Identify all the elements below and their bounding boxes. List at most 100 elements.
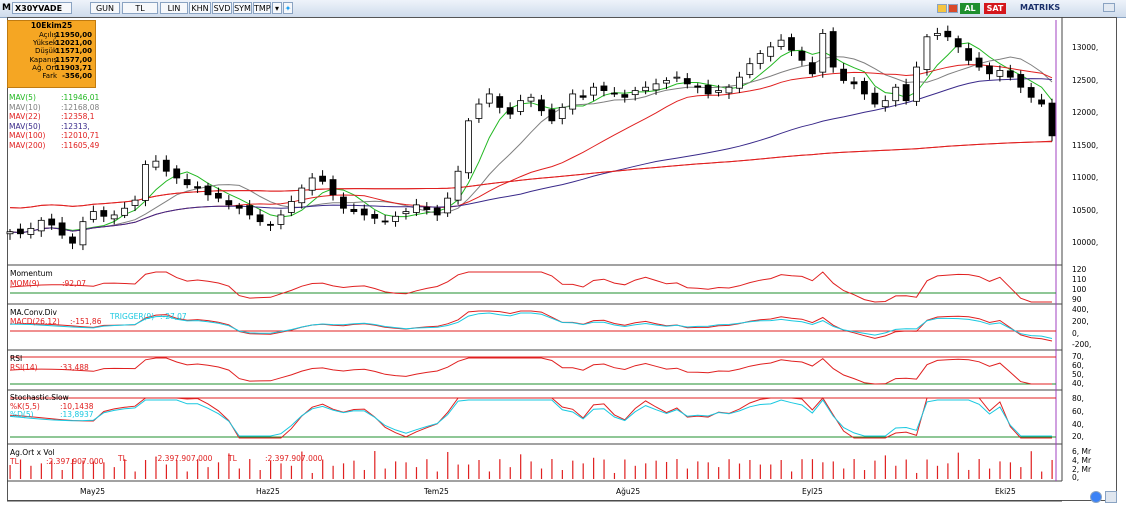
edit-icon[interactable] xyxy=(937,4,947,13)
candle-body xyxy=(965,48,973,61)
candle-body xyxy=(777,39,785,47)
indicator-line xyxy=(9,271,1052,303)
date-tick: Eyl25 xyxy=(802,487,823,496)
volume-bar xyxy=(738,463,741,479)
alarm-icon[interactable] xyxy=(948,4,958,13)
volume-bar xyxy=(1051,459,1053,479)
volume-bar xyxy=(947,463,949,479)
chart-area[interactable] xyxy=(7,17,1117,501)
candle-body xyxy=(204,185,212,196)
window-menu-icon[interactable] xyxy=(1103,3,1115,12)
candle-body xyxy=(610,92,618,95)
macd-trigger-value: :-27,07 xyxy=(160,312,187,321)
volume-bar xyxy=(228,453,230,479)
matriks-logo: M xyxy=(2,3,11,13)
volume-series2-label: TL xyxy=(118,454,127,463)
scale-button[interactable]: LIN xyxy=(160,2,188,14)
ma-line xyxy=(9,42,1053,234)
ma5-value: :11946,01 xyxy=(61,93,100,102)
volume-bar xyxy=(207,467,209,479)
candle-body xyxy=(861,80,868,95)
candle-body xyxy=(79,221,87,246)
volume-bar xyxy=(686,468,688,479)
macd-title: MA.Conv.Div xyxy=(10,308,57,317)
candle-body xyxy=(902,84,910,102)
currency-button[interactable]: TL xyxy=(122,2,158,14)
volume-bar xyxy=(134,471,136,479)
candle-body xyxy=(1006,70,1014,78)
candle-body xyxy=(725,86,733,94)
refresh-icon[interactable] xyxy=(1090,491,1102,503)
candle-body xyxy=(412,204,420,213)
volume-bar xyxy=(895,465,897,479)
volume-bar xyxy=(791,471,793,479)
volume-bar xyxy=(51,460,53,479)
rsi-tick: 40, xyxy=(1072,379,1084,388)
candle-body xyxy=(350,208,358,212)
volume-bar xyxy=(1041,471,1043,479)
volume-bar xyxy=(665,461,668,479)
volume-bar xyxy=(832,461,834,479)
candle-body xyxy=(69,236,76,244)
indicator-line xyxy=(9,312,1053,339)
candle-body xyxy=(183,179,191,186)
volume-bar xyxy=(478,460,480,479)
info-row: Açılış 11950,00 xyxy=(39,31,92,39)
info-row: Ağ. Ort 11903,71 xyxy=(32,63,92,72)
volume-bar xyxy=(165,464,167,479)
candle-body xyxy=(652,83,660,91)
candle-body xyxy=(881,100,889,108)
indicator-line xyxy=(9,310,1053,342)
volume-series1-value: :2.397.907.000 xyxy=(46,457,104,466)
candle-body xyxy=(214,192,222,199)
twitter-icon[interactable]: ✦ xyxy=(283,2,293,14)
volume-bar xyxy=(1020,467,1022,479)
momentum-tick: 90 xyxy=(1072,295,1082,304)
momentum-title: Momentum xyxy=(10,269,53,278)
candle-body xyxy=(48,218,56,226)
dropdown-arrow-icon[interactable]: ▾ xyxy=(272,2,282,14)
volume-bar xyxy=(770,464,772,479)
candle-body xyxy=(27,227,35,235)
candle-body xyxy=(517,100,524,112)
period-button[interactable]: GUN xyxy=(90,2,120,14)
volume-bar xyxy=(467,464,470,479)
momentum-series-label: MOM(9) xyxy=(10,279,40,288)
buy-button[interactable]: AL xyxy=(960,3,980,14)
date-tick: Ağu25 xyxy=(616,487,641,496)
stoch-tick: 20, xyxy=(1072,432,1084,441)
settings-icon[interactable] xyxy=(1105,491,1117,503)
sell-button[interactable]: SAT xyxy=(984,3,1006,14)
volume-bar xyxy=(530,461,532,479)
symbol-tools-button[interactable]: SYM xyxy=(233,2,252,14)
date-tick: Tem25 xyxy=(424,487,449,496)
view-button[interactable]: SVD xyxy=(212,2,232,14)
candle-body xyxy=(298,187,306,204)
volume-bar xyxy=(988,468,991,479)
stoch-tick: 60, xyxy=(1072,407,1084,416)
candle-body xyxy=(954,38,962,48)
candle-body xyxy=(371,214,379,219)
price-tick: 13000, xyxy=(1072,43,1099,52)
price-tick: 11000, xyxy=(1072,173,1099,182)
volume-bar xyxy=(853,459,855,479)
volume-bar xyxy=(144,459,147,479)
symbol-field[interactable]: X30YVADE xyxy=(12,2,72,14)
candle-body xyxy=(756,53,764,64)
momentum-series-value: :92,07 xyxy=(62,279,86,288)
volume-series3-label: TL xyxy=(228,454,237,463)
volume-tick: 6, Mr xyxy=(1072,447,1092,456)
volume-bar xyxy=(645,463,647,479)
template-button[interactable]: TMP xyxy=(253,2,271,14)
candle-body xyxy=(142,164,149,201)
candle-body xyxy=(798,50,806,61)
candle-body xyxy=(444,197,452,214)
candle-body xyxy=(1038,99,1045,105)
volume-bar xyxy=(843,468,845,479)
chart-type-button[interactable]: KHN xyxy=(189,2,211,14)
candle-body xyxy=(1017,74,1025,88)
volume-bar xyxy=(217,462,220,479)
price-tick: 10500, xyxy=(1072,206,1099,215)
volume-bar xyxy=(405,462,407,479)
